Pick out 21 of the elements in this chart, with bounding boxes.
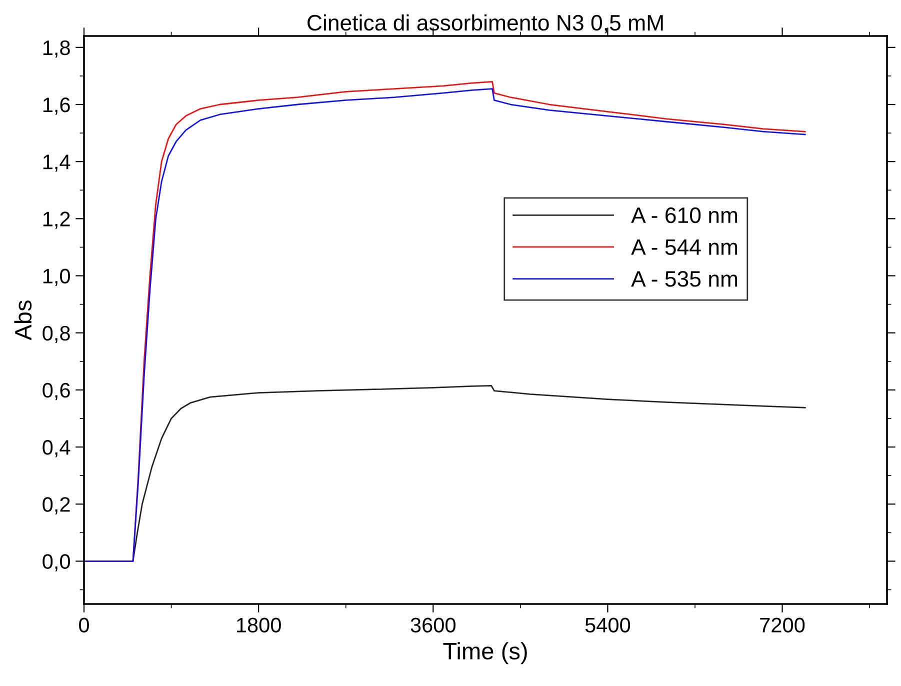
y-tick-label: 1,0 bbox=[43, 268, 70, 286]
chart-title: Cinetica di assorbimento N3 0,5 mM bbox=[308, 14, 663, 34]
y-tick-label: 0,0 bbox=[42, 554, 70, 572]
y-tick-label: 0,4 bbox=[42, 440, 70, 458]
x-tick-label: 1800 bbox=[236, 618, 281, 632]
y-axis-title: Abs bbox=[14, 300, 32, 340]
y-tick-label: 0,8 bbox=[42, 326, 70, 344]
x-tick-label: 5400 bbox=[585, 618, 630, 632]
legend-label: A - 535 nm bbox=[631, 271, 738, 287]
y-tick-label: 0,6 bbox=[42, 382, 70, 400]
y-tick-label: 1,8 bbox=[43, 40, 70, 58]
y-tick-label: 1,2 bbox=[43, 212, 70, 229]
y-tick-label: 1,6 bbox=[43, 98, 70, 115]
x-tick-label: 7200 bbox=[760, 618, 805, 632]
x-tick-label: 0 bbox=[79, 618, 89, 632]
legend-label: A - 610 nm bbox=[631, 207, 738, 224]
x-tick-label: 3600 bbox=[410, 618, 456, 632]
legend-label: A - 544 nm bbox=[631, 239, 738, 255]
x-axis-title: Time (s) bbox=[443, 642, 527, 664]
y-tick-label: 0,2 bbox=[42, 497, 70, 514]
y-tick-label: 1,4 bbox=[43, 154, 70, 172]
